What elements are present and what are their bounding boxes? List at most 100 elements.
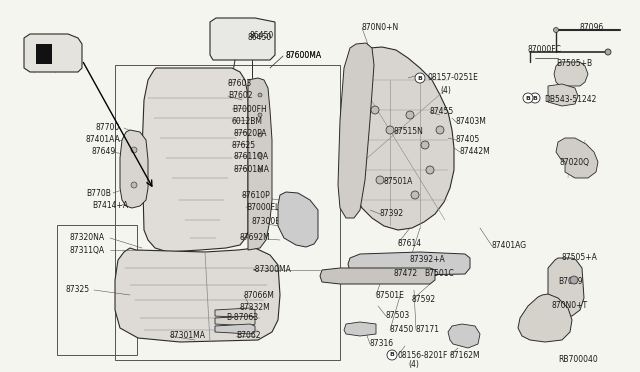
Polygon shape [115,248,280,342]
Text: B7000FL: B7000FL [246,202,279,212]
Circle shape [387,350,397,360]
Text: 87601MA: 87601MA [234,164,270,173]
Text: 87000FC: 87000FC [527,45,561,55]
Text: B7069: B7069 [558,278,582,286]
Polygon shape [142,68,248,252]
Text: 87442M: 87442M [460,148,491,157]
Polygon shape [215,316,255,326]
Text: B7062: B7062 [236,331,260,340]
Text: 87503: 87503 [386,311,410,321]
Text: 87603: 87603 [228,78,252,87]
Text: 870N0+N: 870N0+N [362,23,399,32]
Polygon shape [210,18,275,60]
Polygon shape [278,192,318,247]
Polygon shape [556,138,598,178]
Polygon shape [215,324,255,334]
Text: 87316: 87316 [370,340,394,349]
Text: 87401AG: 87401AG [492,241,527,250]
Circle shape [421,141,429,149]
Polygon shape [349,47,454,230]
Circle shape [258,168,262,172]
Text: 87600MA: 87600MA [286,51,322,60]
Text: 87649: 87649 [92,148,116,157]
Text: 87392: 87392 [380,209,404,218]
Circle shape [566,272,582,288]
Text: 87405: 87405 [456,135,480,144]
Text: B7505+B: B7505+B [556,60,592,68]
Text: 87692M: 87692M [240,232,271,241]
Text: 08157-0251E: 08157-0251E [428,74,479,83]
Text: 87600MA: 87600MA [285,51,321,61]
Text: B-87063: B-87063 [226,314,258,323]
Polygon shape [518,294,572,342]
Polygon shape [344,322,376,336]
Text: (4): (4) [408,360,419,369]
Polygon shape [24,34,82,72]
Text: 87171: 87171 [416,326,440,334]
Text: B770B: B770B [86,189,111,198]
Text: B7602: B7602 [228,92,253,100]
Circle shape [530,93,540,103]
Circle shape [426,166,434,174]
Text: 87625: 87625 [232,141,256,150]
Text: 87401AA: 87401AA [86,135,121,144]
Circle shape [605,49,611,55]
Text: 87332M: 87332M [240,302,271,311]
Text: 87610P: 87610P [242,190,271,199]
Text: -87300MA: -87300MA [253,266,292,275]
Polygon shape [248,78,272,250]
Text: 87501E: 87501E [376,291,405,299]
Text: 87472: 87472 [394,269,418,278]
Text: B: B [525,96,531,100]
Polygon shape [548,84,578,106]
Circle shape [131,182,137,188]
Polygon shape [215,308,255,318]
Text: 87066M: 87066M [244,291,275,299]
Circle shape [554,28,559,32]
Circle shape [570,276,578,284]
Bar [36,44,52,64]
Circle shape [386,126,394,134]
Text: B7000FH: B7000FH [232,105,267,113]
Text: 87403M: 87403M [456,118,487,126]
Circle shape [258,133,262,137]
Polygon shape [338,43,374,218]
Polygon shape [448,324,480,348]
Text: 87515N: 87515N [394,128,424,137]
Text: 87325: 87325 [66,285,90,295]
Text: 870N0+T: 870N0+T [552,301,588,311]
Circle shape [415,73,425,83]
Text: 86450: 86450 [248,33,272,42]
Text: 6012BM: 6012BM [232,116,263,125]
Text: B: B [390,353,394,357]
Text: 87301MA: 87301MA [170,331,206,340]
Circle shape [258,93,262,97]
Circle shape [371,106,379,114]
Text: 87162M: 87162M [450,350,481,359]
Circle shape [406,111,414,119]
Text: 87700: 87700 [95,124,119,132]
Circle shape [258,153,262,157]
Polygon shape [554,62,588,86]
Text: 87592: 87592 [412,295,436,305]
Text: 87505+A: 87505+A [562,253,598,263]
Text: 86450: 86450 [250,32,275,41]
Text: 87611QA: 87611QA [234,153,269,161]
Text: 87320NA: 87320NA [70,234,105,243]
Text: B: B [417,76,422,80]
Text: B7414+A: B7414+A [92,201,128,209]
Text: 08156-8201F: 08156-8201F [398,350,449,359]
Text: 87020Q: 87020Q [560,157,590,167]
Circle shape [436,126,444,134]
Circle shape [411,191,419,199]
Circle shape [258,113,262,117]
Text: RB700040: RB700040 [558,356,598,365]
Text: (4): (4) [440,86,451,94]
Bar [57,225,137,355]
Text: 87096: 87096 [580,23,604,32]
Circle shape [131,147,137,153]
Bar [115,65,340,360]
Text: 87311QA: 87311QA [70,246,105,254]
Text: 87300E: 87300E [252,218,281,227]
Text: B: B [532,96,538,100]
